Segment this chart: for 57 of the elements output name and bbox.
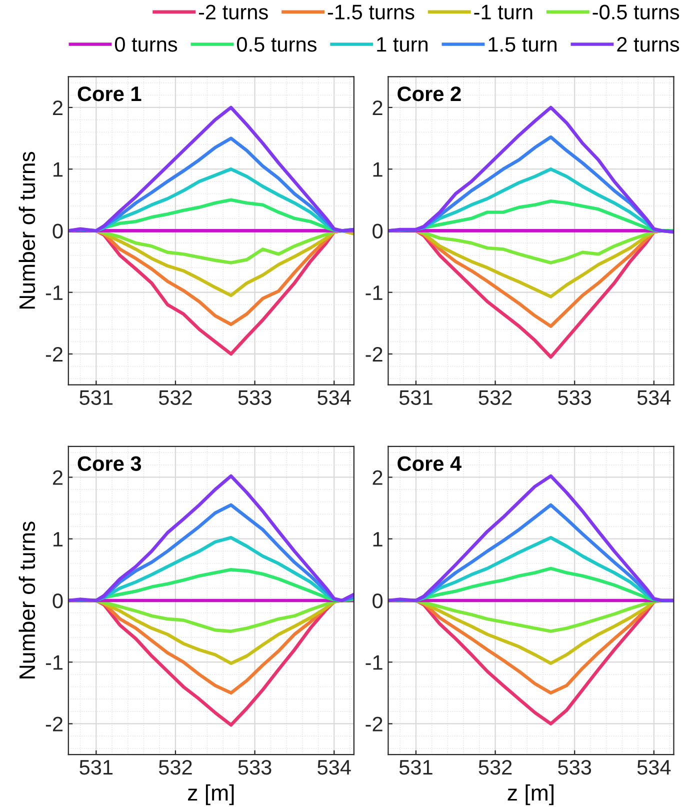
y-tick-label: 0 [372,224,383,238]
y-tick-label: -1 [366,655,382,670]
x-tick-label: 532 [158,390,192,405]
x-tick-label: 533 [558,390,592,405]
legend-label: 0.5 turns [236,36,316,52]
x-tick-label: 533 [238,760,272,775]
line-series [388,106,674,234]
x-tick-label: 532 [478,760,512,775]
y-tick-label: 2 [372,100,382,116]
y-tick-label: -2 [366,716,382,732]
chart-title: Core 3 [78,456,142,471]
x-tick-label: 531 [80,760,113,775]
y-tick-label: 0 [52,224,63,238]
x-tick-label: 534 [318,760,351,775]
x-tick-label: 533 [558,760,592,775]
y-tick-label: -1 [366,286,382,300]
y-tick-label: 0 [372,593,383,608]
y-tick-label: -2 [366,346,382,362]
x-axis-title: z [m] [188,784,234,806]
y-tick-label: 2 [53,470,62,485]
y-tick-label: 1 [54,162,63,177]
x-tick-label: 534 [318,390,351,405]
chart-title: Core 1 [78,86,142,102]
x-tick-label: 534 [637,390,671,405]
x-tick-label: 531 [399,390,432,405]
legend-label: 0 turns [114,36,178,52]
legend-label: 1.5 turn [488,37,556,52]
x-tick-label: 531 [80,390,113,405]
x-tick-label: 533 [238,390,272,405]
x-tick-label: 534 [637,760,671,775]
y-tick-label: 1 [373,162,382,177]
x-tick-label: 531 [399,760,432,775]
x-tick-label: 532 [478,390,512,405]
y-tick-label: 2 [372,470,382,485]
y-tick-label: -1 [46,286,63,300]
y-tick-label: -1 [46,655,63,670]
y-axis-title: Number of turns [18,152,36,309]
y-tick-label: 2 [53,100,62,116]
chart-title: Core 4 [398,456,462,471]
y-tick-label: -2 [46,346,62,362]
legend-label: -1.5 turns [328,4,414,20]
x-tick-label: 532 [158,760,192,775]
legend-label: 2 turns [617,36,680,52]
x-axis-title: z [m] [508,784,554,806]
legend-label: -2 turns [198,4,268,20]
legend-label: -1 turn [474,4,532,20]
legend-label: 1 turn [377,37,428,52]
y-tick-label: 0 [52,593,63,608]
line-series [388,474,674,602]
y-tick-label: 1 [373,532,382,546]
y-tick-label: 1 [54,532,63,546]
legend-label: -0.5 turns [592,4,680,20]
y-axis-title: Number of turns [18,522,36,678]
line-series [68,106,354,232]
y-tick-label: -2 [46,716,62,732]
chart-title: Core 2 [398,86,461,102]
line-series [68,474,354,602]
